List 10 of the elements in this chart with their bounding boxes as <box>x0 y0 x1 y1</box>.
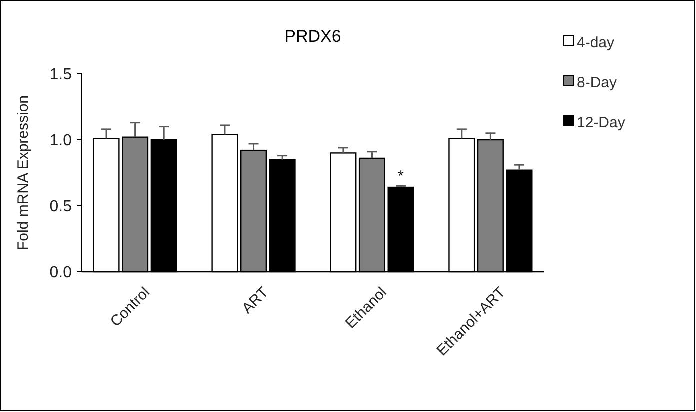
legend-label: 8-Day <box>577 74 618 92</box>
chart-title: PRDX6 <box>284 27 342 46</box>
y-axis-title: Fold mRNA Expression <box>15 95 32 251</box>
y-tick-label: 1.5 <box>50 66 72 84</box>
y-tick-label: 0.5 <box>50 198 72 216</box>
y-tick-label: 1.0 <box>50 132 72 150</box>
annotation: * <box>398 168 404 185</box>
y-tick-label: 0.0 <box>50 264 72 282</box>
legend-label: 4-day <box>577 34 616 52</box>
legend-label: 12-Day <box>577 114 626 132</box>
